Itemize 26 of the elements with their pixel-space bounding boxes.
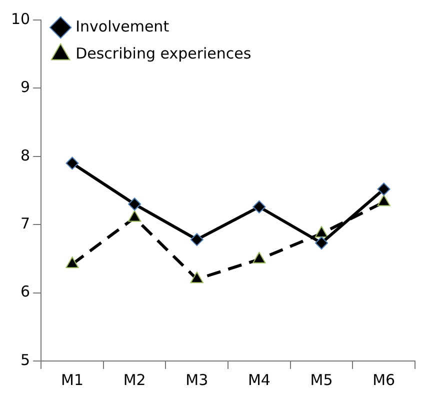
point bbox=[190, 233, 204, 246]
point bbox=[377, 182, 390, 196]
y-tick-label: 7 bbox=[20, 214, 30, 232]
y-tick-label: 6 bbox=[20, 282, 30, 301]
point bbox=[252, 200, 266, 214]
y-tick-label: 5 bbox=[20, 350, 30, 369]
x-tick-label: M1 bbox=[60, 370, 84, 389]
point bbox=[128, 210, 142, 222]
x-tick-label: M5 bbox=[310, 370, 333, 389]
point bbox=[252, 252, 266, 264]
y-tick-label: 8 bbox=[20, 146, 30, 164]
y-tick-label: 10 bbox=[10, 10, 30, 28]
point bbox=[315, 236, 328, 250]
x-tick-label: M6 bbox=[372, 370, 396, 389]
x-tick-label: M3 bbox=[186, 370, 208, 389]
x-tick-label: M4 bbox=[248, 370, 270, 389]
point bbox=[66, 256, 79, 268]
legend-label: Describing experiences bbox=[76, 44, 252, 62]
point bbox=[128, 198, 142, 211]
point bbox=[314, 226, 328, 238]
point bbox=[377, 194, 390, 206]
point bbox=[66, 156, 79, 170]
y-tick-label: 9 bbox=[20, 78, 30, 96]
x-tick-label: M2 bbox=[123, 370, 146, 389]
point bbox=[190, 272, 204, 284]
legend-label: Involvement bbox=[76, 17, 170, 36]
